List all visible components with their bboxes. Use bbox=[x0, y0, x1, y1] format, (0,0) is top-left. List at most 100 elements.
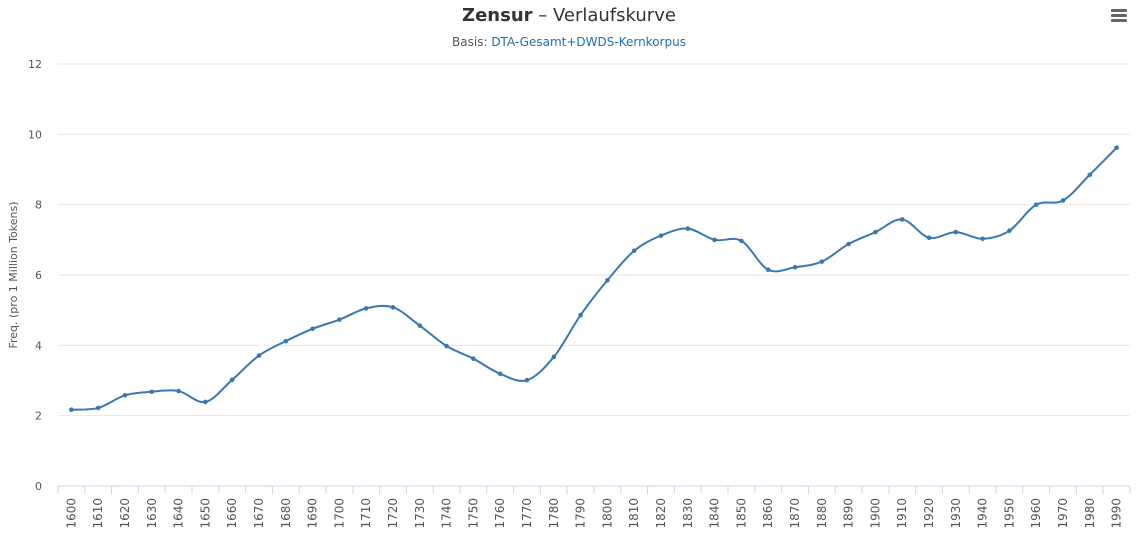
y-tick-label: 10 bbox=[28, 128, 42, 141]
corpus-link[interactable]: DTA-Gesamt+DWDS-Kernkorpus bbox=[491, 35, 686, 49]
data-point[interactable] bbox=[899, 217, 905, 222]
x-tick-label: 1680 bbox=[279, 498, 293, 529]
data-point[interactable] bbox=[739, 238, 744, 244]
x-tick-label: 1930 bbox=[949, 498, 963, 529]
y-tick-label: 6 bbox=[35, 269, 42, 282]
x-tick-label: 1630 bbox=[145, 498, 159, 529]
x-tick-label: 1920 bbox=[922, 498, 936, 529]
x-tick-label: 1770 bbox=[520, 498, 534, 529]
x-tick-label: 1700 bbox=[332, 498, 346, 529]
chart-title-term: Zensur bbox=[462, 5, 533, 26]
chart-title: Zensur – Verlaufskurve bbox=[462, 5, 676, 26]
x-tick-label: 1750 bbox=[466, 498, 480, 529]
x-tick-label: 1810 bbox=[627, 498, 641, 529]
data-point[interactable] bbox=[631, 248, 637, 254]
x-axis-ticks: 1600 1610 1620 1630 1640 1650 1660 1670 1680 1690… bbox=[57, 486, 1131, 529]
y-axis-label: Freq. (pro 1 Million Tokens) bbox=[7, 201, 20, 348]
x-tick-label: 1790 bbox=[574, 498, 588, 529]
data-point[interactable] bbox=[283, 338, 289, 344]
data-point[interactable] bbox=[417, 323, 423, 328]
data-point[interactable] bbox=[685, 226, 691, 231]
y-axis-ticks: 0 2 4 6 8 10 12 bbox=[28, 58, 42, 493]
y-tick-label: 2 bbox=[35, 410, 42, 423]
x-tick-label: 1980 bbox=[1083, 498, 1097, 529]
x-tick-label: 1740 bbox=[440, 498, 454, 529]
data-point[interactable] bbox=[953, 229, 959, 235]
series-line bbox=[71, 146, 1118, 411]
data-point[interactable] bbox=[819, 259, 825, 264]
x-tick-label: 1620 bbox=[118, 498, 132, 529]
y-tick-label: 4 bbox=[35, 339, 42, 352]
x-tick-label: 1690 bbox=[306, 498, 320, 529]
x-tick-label: 1880 bbox=[815, 498, 829, 529]
x-tick-label: 1850 bbox=[734, 498, 748, 529]
chart-title-rest: – Verlaufskurve bbox=[533, 5, 676, 26]
x-tick-label: 1710 bbox=[359, 498, 373, 529]
x-tick-label: 1950 bbox=[1002, 498, 1016, 529]
y-tick-label: 0 bbox=[35, 480, 42, 493]
x-tick-label: 1990 bbox=[1110, 498, 1124, 529]
data-point[interactable] bbox=[471, 356, 476, 361]
x-tick-label: 1910 bbox=[895, 498, 909, 529]
data-point[interactable] bbox=[310, 326, 315, 332]
x-tick-label: 1780 bbox=[547, 498, 561, 529]
x-tick-label: 1970 bbox=[1056, 498, 1070, 529]
chart-subtitle: Basis: DTA-Gesamt+DWDS-Kernkorpus bbox=[452, 35, 686, 49]
data-point[interactable] bbox=[122, 392, 128, 398]
data-point[interactable] bbox=[658, 233, 664, 238]
x-tick-label: 1840 bbox=[708, 498, 722, 529]
x-tick-label: 1800 bbox=[600, 498, 614, 529]
x-tick-label: 1900 bbox=[868, 498, 882, 529]
data-point[interactable] bbox=[1007, 228, 1012, 233]
data-point[interactable] bbox=[792, 264, 798, 270]
y-tick-label: 12 bbox=[28, 58, 42, 71]
data-point[interactable] bbox=[444, 343, 449, 349]
data-point[interactable] bbox=[203, 399, 208, 405]
data-point[interactable] bbox=[605, 277, 610, 283]
x-tick-label: 1610 bbox=[91, 498, 105, 529]
x-tick-label: 1960 bbox=[1029, 498, 1043, 529]
data-point[interactable] bbox=[390, 305, 396, 310]
x-tick-label: 1830 bbox=[681, 498, 695, 529]
data-point[interactable] bbox=[229, 377, 235, 383]
data-point[interactable] bbox=[765, 267, 771, 273]
data-point[interactable] bbox=[873, 229, 878, 235]
data-point[interactable] bbox=[69, 407, 74, 412]
x-tick-label: 1730 bbox=[413, 498, 427, 529]
data-point[interactable] bbox=[524, 377, 530, 383]
x-tick-label: 1860 bbox=[761, 498, 775, 529]
x-tick-label: 1660 bbox=[225, 498, 239, 529]
data-point[interactable] bbox=[149, 389, 155, 395]
subtitle-prefix: Basis: bbox=[452, 35, 491, 49]
x-tick-label: 1600 bbox=[64, 498, 78, 529]
x-tick-label: 1640 bbox=[172, 498, 186, 529]
x-tick-label: 1870 bbox=[788, 498, 802, 529]
data-point[interactable] bbox=[176, 388, 181, 394]
data-point[interactable] bbox=[95, 405, 101, 411]
data-point[interactable] bbox=[337, 317, 342, 322]
data-point[interactable] bbox=[497, 371, 503, 377]
data-point[interactable] bbox=[1033, 202, 1039, 207]
y-tick-label: 8 bbox=[35, 199, 42, 212]
grid-lines bbox=[58, 63, 1130, 487]
x-tick-label: 1890 bbox=[842, 498, 856, 529]
x-tick-label: 1670 bbox=[252, 498, 266, 529]
data-point[interactable] bbox=[1114, 145, 1119, 150]
data-point[interactable] bbox=[1087, 172, 1093, 178]
data-point[interactable] bbox=[846, 241, 851, 247]
data-point[interactable] bbox=[551, 354, 557, 360]
series-layer bbox=[69, 145, 1119, 412]
x-tick-label: 1650 bbox=[198, 498, 212, 529]
x-tick-label: 1760 bbox=[493, 498, 507, 529]
data-point[interactable] bbox=[256, 353, 262, 358]
hamburger-menu-icon[interactable] bbox=[1106, 4, 1130, 26]
data-point[interactable] bbox=[712, 237, 717, 243]
data-point[interactable] bbox=[980, 236, 985, 242]
x-tick-label: 1940 bbox=[976, 498, 990, 529]
x-tick-label: 1820 bbox=[654, 498, 668, 529]
data-point[interactable] bbox=[363, 306, 369, 311]
data-point[interactable] bbox=[926, 235, 932, 241]
data-point[interactable] bbox=[578, 312, 583, 318]
data-point[interactable] bbox=[1060, 198, 1066, 203]
